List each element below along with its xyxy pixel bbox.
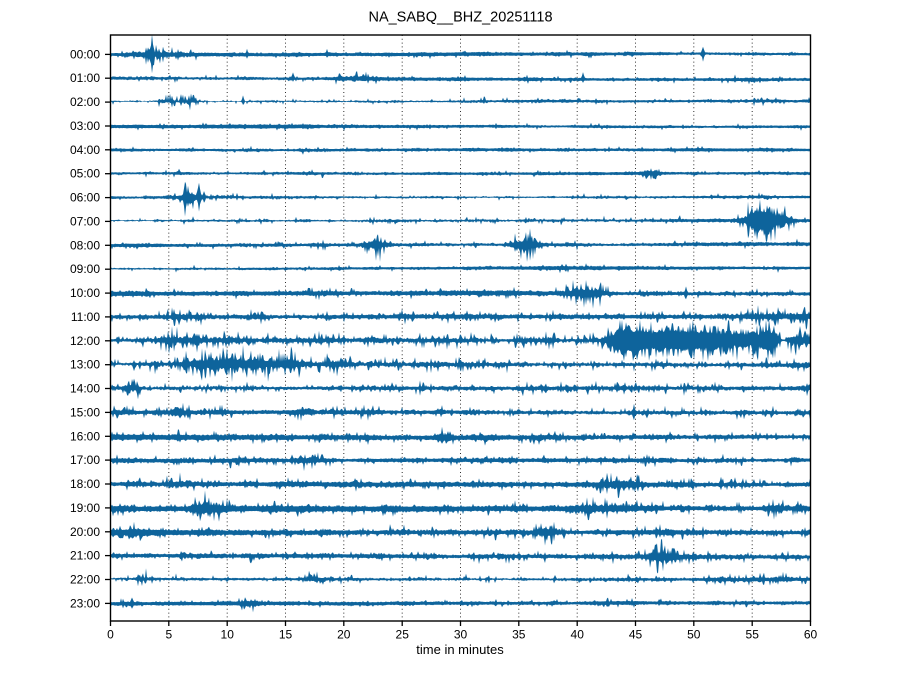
svg-text:09:00: 09:00 (70, 262, 100, 276)
svg-text:60: 60 (804, 628, 818, 642)
svg-text:05:00: 05:00 (70, 167, 100, 181)
svg-text:30: 30 (454, 628, 468, 642)
svg-text:18:00: 18:00 (70, 477, 100, 491)
svg-text:50: 50 (687, 628, 701, 642)
svg-text:40: 40 (571, 628, 585, 642)
svg-text:04:00: 04:00 (70, 143, 100, 157)
svg-text:12:00: 12:00 (70, 334, 100, 348)
svg-text:11:00: 11:00 (71, 310, 100, 324)
svg-text:00:00: 00:00 (70, 47, 100, 61)
svg-text:55: 55 (746, 628, 760, 642)
svg-text:06:00: 06:00 (70, 191, 100, 205)
svg-text:5: 5 (165, 628, 172, 642)
svg-text:16:00: 16:00 (70, 429, 100, 443)
svg-text:35: 35 (512, 628, 526, 642)
svg-text:22:00: 22:00 (70, 573, 100, 587)
svg-text:13:00: 13:00 (70, 358, 100, 372)
svg-text:45: 45 (629, 628, 643, 642)
svg-text:19:00: 19:00 (70, 501, 100, 515)
svg-text:0: 0 (107, 628, 114, 642)
svg-text:14:00: 14:00 (70, 382, 100, 396)
svg-text:21:00: 21:00 (70, 549, 100, 563)
svg-text:15:00: 15:00 (70, 405, 100, 419)
svg-text:01:00: 01:00 (70, 71, 100, 85)
svg-text:02:00: 02:00 (70, 95, 100, 109)
svg-text:10:00: 10:00 (70, 286, 100, 300)
svg-text:20:00: 20:00 (70, 525, 100, 539)
svg-text:08:00: 08:00 (70, 238, 100, 252)
svg-text:03:00: 03:00 (70, 119, 100, 133)
svg-text:20: 20 (337, 628, 351, 642)
svg-text:23:00: 23:00 (70, 596, 100, 610)
svg-text:07:00: 07:00 (70, 214, 100, 228)
svg-text:25: 25 (396, 628, 410, 642)
svg-text:10: 10 (221, 628, 235, 642)
svg-text:time in minutes: time in minutes (416, 642, 504, 657)
svg-text:17:00: 17:00 (70, 453, 100, 467)
svg-text:15: 15 (279, 628, 293, 642)
svg-text:NA_SABQ__BHZ_20251118: NA_SABQ__BHZ_20251118 (368, 10, 552, 26)
